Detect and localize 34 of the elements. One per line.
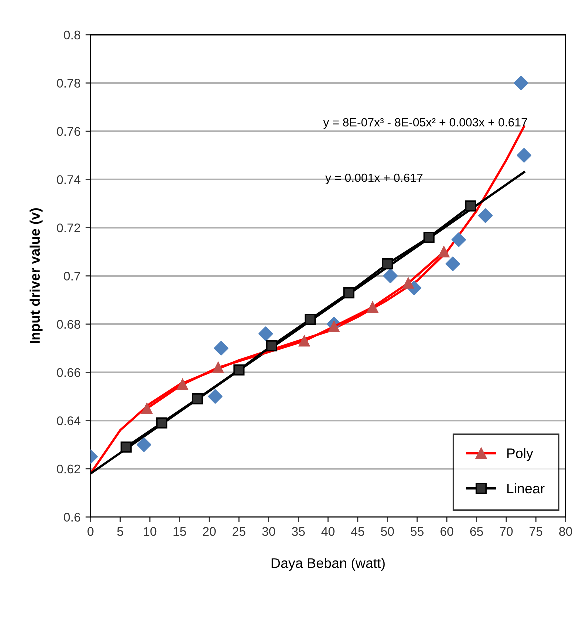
x-tick-label: 70 xyxy=(500,527,513,536)
x-tick-label: 0 xyxy=(88,527,94,536)
x-tick-label: 80 xyxy=(559,527,572,536)
x-tick-label: 30 xyxy=(262,527,276,536)
x-tick-label: 35 xyxy=(292,527,306,536)
x-tick-label: 15 xyxy=(174,527,186,536)
y-tick-label: 0.74 xyxy=(57,176,81,184)
y-tick-label: 0.7 xyxy=(64,272,80,281)
y-tick-label: 0.78 xyxy=(57,79,80,88)
y-tick-label: 0.8 xyxy=(64,30,80,40)
x-tick-label: 75 xyxy=(530,527,543,536)
x-tick-label: 60 xyxy=(440,527,454,536)
x-tick-label: 25 xyxy=(232,527,246,536)
x-tick-label: 65 xyxy=(470,527,484,536)
y-tick-label: 0.66 xyxy=(57,368,80,378)
y-tick-label: 0.68 xyxy=(57,320,80,330)
x-axis-title: Daya Beban (watt) xyxy=(272,558,385,572)
legend-label: Linear xyxy=(508,483,545,494)
legend-label: Poly xyxy=(508,448,534,462)
y-tick-label: 0.64 xyxy=(57,416,81,426)
y-tick-label: 0.62 xyxy=(57,464,80,474)
x-tick-label: 55 xyxy=(410,527,424,536)
y-axis-title: Input driver value (v) xyxy=(30,208,43,344)
x-tick-label: 5 xyxy=(117,527,124,536)
x-tick-label: 20 xyxy=(203,527,216,536)
x-tick-label: 50 xyxy=(381,527,394,536)
y-tick-label: 0.72 xyxy=(57,224,80,233)
x-tick-label: 10 xyxy=(144,527,157,536)
y-tick-label: 0.76 xyxy=(57,127,80,136)
annotation: y = 0.001x + 0.617 xyxy=(326,174,423,185)
x-tick-label: 40 xyxy=(322,527,335,536)
x-tick-label: 45 xyxy=(351,527,364,536)
y-tick-label: 0.6 xyxy=(64,513,80,522)
annotation: y = 8E-07x³ - 8E-05x² + 0.003x + 0.617 xyxy=(323,118,528,130)
